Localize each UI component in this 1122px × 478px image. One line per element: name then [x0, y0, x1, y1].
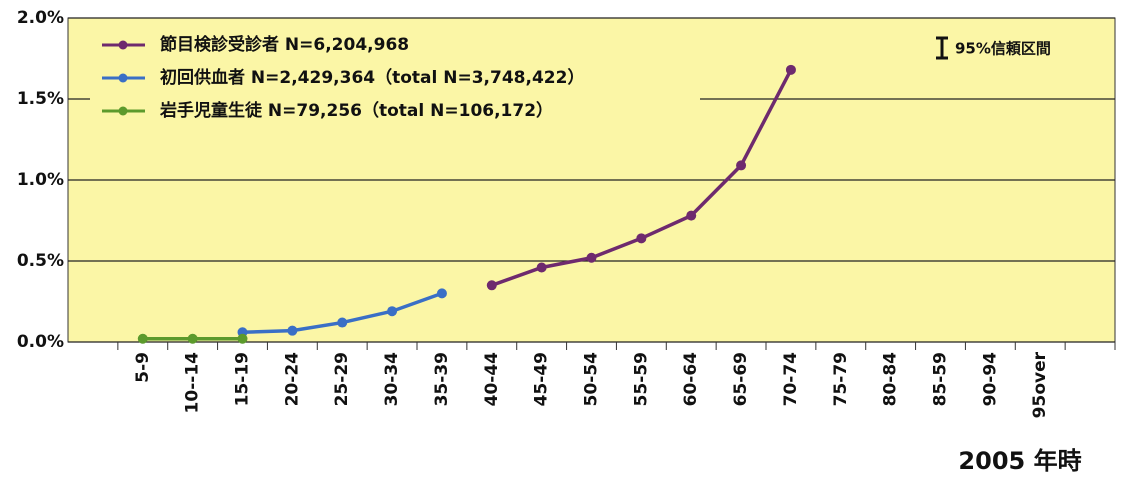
point	[785, 64, 796, 75]
annotation: 95%信頼区間	[955, 40, 1051, 58]
point	[287, 325, 298, 336]
legend-label: 節目検診受診者 N=6,204,968	[159, 34, 409, 55]
point	[137, 333, 148, 344]
y-tick-label: 1.5%	[17, 89, 64, 109]
x-tick-label: 85-59	[931, 352, 951, 406]
x-tick-label: 50-54	[582, 352, 602, 407]
x-tick-label: 25-29	[332, 352, 352, 406]
x-tick-label: 60-64	[681, 352, 701, 407]
x-axis-label: 2005 年時	[958, 447, 1081, 475]
point	[586, 252, 597, 263]
x-tick-label: 70-74	[781, 352, 801, 407]
legend-marker	[118, 106, 128, 116]
point	[636, 233, 647, 244]
point	[387, 306, 398, 317]
x-tick-label: 75-79	[831, 352, 851, 406]
x-tick-label: 45-49	[532, 352, 552, 406]
y-tick-label: 2.0%	[17, 8, 64, 28]
x-tick-label: 65-69	[731, 352, 751, 406]
x-tick-label: 35-39	[432, 352, 452, 406]
y-tick-label: 1.0%	[17, 170, 64, 190]
x-tick-label: 55-59	[631, 352, 651, 406]
x-tick-label: 15-19	[233, 352, 253, 406]
x-tick-label: 90-94	[980, 352, 1000, 407]
point	[486, 280, 497, 291]
y-tick-label: 0.0%	[17, 332, 64, 352]
point	[536, 262, 547, 273]
legend-label: 初回供血者 N=2,429,364（total N=3,748,422）	[160, 67, 584, 88]
ci-icon	[936, 36, 948, 60]
point	[237, 333, 248, 344]
x-tick-label: 30-34	[382, 352, 402, 407]
point	[187, 333, 198, 344]
y-tick-label: 0.5%	[17, 251, 64, 271]
point	[736, 160, 747, 171]
x-tick-label: 5-9	[133, 352, 153, 383]
x-tick-label: 95over	[1030, 351, 1050, 418]
legend-label: 岩手児童生徒 N=79,256（total N=106,172）	[159, 100, 553, 121]
x-tick-label: 80-84	[881, 352, 901, 407]
legend-marker	[118, 73, 128, 83]
point	[436, 288, 447, 299]
legend-box	[90, 24, 700, 136]
legend-marker	[118, 40, 128, 50]
point	[686, 210, 697, 221]
point	[337, 317, 348, 328]
x-tick-label: 20-24	[282, 352, 302, 407]
x-tick-label: 10--14	[183, 352, 203, 414]
x-tick-label: 40-44	[482, 352, 502, 407]
